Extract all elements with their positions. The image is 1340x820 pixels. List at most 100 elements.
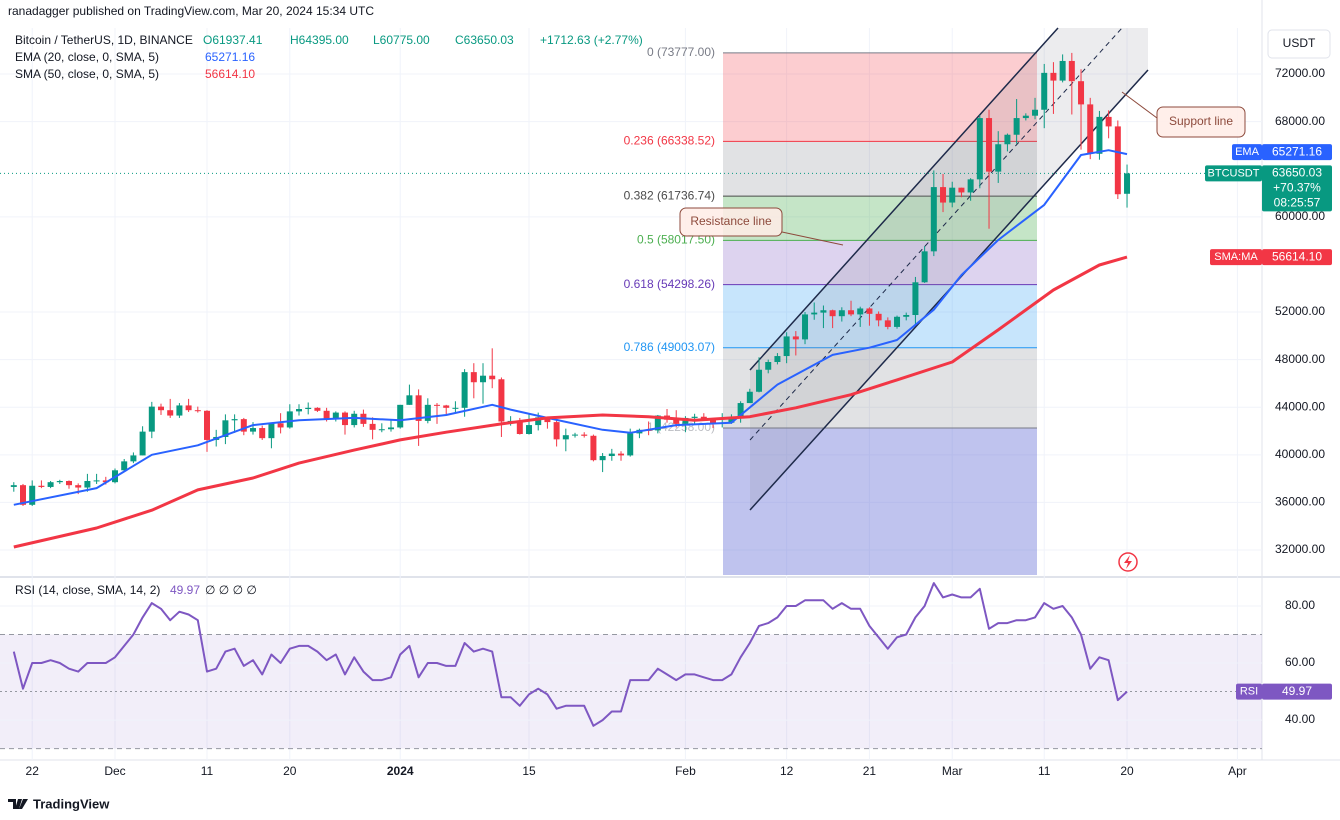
close: C63650.03 (455, 33, 514, 47)
x-tick-label: Mar (942, 764, 963, 778)
candle-body (995, 144, 1002, 172)
panes: 22 Dec 11 20 2024 15 Feb 12 21 Mar 11 20 Apr 32000.00… (0, 0, 1340, 778)
candle-body (857, 308, 864, 315)
candle-body (1096, 116, 1103, 154)
x-tick-label: 11 (1038, 764, 1051, 778)
tag-value-box (1262, 683, 1332, 700)
fib-label: 0.382 (61736.74) (624, 188, 715, 202)
candle-body (332, 412, 339, 420)
high: H64395.00 (290, 33, 349, 47)
x-tick-label: 15 (522, 764, 536, 778)
y-tick-label: 68000.00 (1275, 114, 1325, 128)
candle-body (10, 485, 17, 487)
annotation-box (1156, 106, 1246, 138)
candle-body (75, 485, 82, 488)
annotation-text: Resistance line (690, 214, 772, 228)
low: L60775.00 (373, 33, 430, 47)
annotation-pointer (781, 231, 844, 246)
tag-label-box (1236, 683, 1262, 700)
candle-body (1068, 60, 1075, 82)
candle-body (286, 411, 293, 428)
candle-body (369, 423, 376, 430)
candle-body (875, 313, 882, 321)
candle-body (204, 410, 211, 440)
candle-body (66, 480, 73, 486)
fib-band (723, 240, 1037, 285)
candle-body (930, 187, 937, 252)
candle-body (1050, 72, 1057, 81)
tag-value-box (1262, 144, 1332, 161)
candle-body (921, 251, 928, 283)
candle-body (185, 405, 192, 411)
y-tick-label: 60000.00 (1275, 209, 1325, 223)
candle-body (802, 314, 809, 340)
y-tick-label: 52000.00 (1275, 304, 1325, 318)
candle-body (986, 118, 993, 172)
candle-body (434, 404, 441, 406)
fib-band (723, 141, 1037, 197)
candle-body (516, 420, 523, 434)
fib-label: 0.236 (66338.52) (624, 134, 715, 148)
x-tick-label: 20 (283, 764, 297, 778)
currency: USDT (1283, 36, 1316, 50)
rsi-value: 49.97 (170, 583, 200, 597)
series-line (12, 582, 1128, 727)
tag-value: 65271.16 (1272, 144, 1322, 158)
candle-body (829, 310, 836, 317)
candle-body (746, 391, 753, 404)
series-line (13, 255, 1128, 549)
candle-body (581, 434, 588, 436)
channel-upper (749, 27, 1059, 371)
candle-body (765, 362, 772, 370)
alert-bolt (1124, 555, 1132, 569)
candle-body (415, 395, 422, 421)
candle-body (102, 480, 109, 483)
tag-value: 63650.03 (1272, 166, 1322, 180)
candle-body (130, 455, 137, 462)
candle-body (838, 310, 845, 317)
currency-button[interactable] (1267, 29, 1331, 59)
x-tick-label: Apr (1228, 764, 1247, 778)
ema-value: 65271.16 (205, 50, 255, 64)
candle-body (535, 417, 542, 426)
candle-body (866, 308, 873, 314)
annotation-pointer (1121, 91, 1158, 119)
candle-body (176, 405, 183, 416)
x-tick-label: 22 (26, 764, 40, 778)
candle-body (93, 480, 100, 482)
tag-value: 08:25:57 (1274, 196, 1321, 210)
tag-label-box (1232, 144, 1262, 161)
candle-body (792, 336, 799, 340)
y-tick-label: 40.00 (1285, 712, 1315, 726)
candle-body (259, 428, 266, 439)
candle-body (167, 410, 174, 416)
x-tick-label: 21 (863, 764, 877, 778)
candle-body (452, 407, 459, 409)
tag-value-box (1262, 249, 1332, 266)
candle-body (231, 419, 238, 421)
candle-body (1087, 104, 1094, 154)
candle-body (277, 423, 284, 428)
rsi-extra: ∅ ∅ ∅ ∅ (205, 583, 257, 597)
candle-body (553, 422, 560, 440)
candle-body (1022, 115, 1029, 119)
candle-body (590, 435, 597, 461)
change: +1712.63 (+2.77%) (540, 33, 643, 47)
candle-body (526, 425, 533, 434)
candle-body (627, 433, 634, 456)
tag-label: EMA (1235, 146, 1260, 158)
candle-body (737, 403, 744, 418)
fib-label: 0 (73777.00) (647, 45, 715, 59)
candle-body (378, 429, 385, 431)
candle-body (1105, 116, 1112, 127)
tag-label: RSI (1240, 686, 1258, 698)
y-tick-label: 80.00 (1285, 598, 1315, 612)
candle-body (296, 409, 303, 412)
tag-value: +70.37% (1273, 181, 1321, 195)
tag-label-box (1205, 165, 1262, 182)
candle-body (406, 395, 413, 405)
y-tick-label: 48000.00 (1275, 352, 1325, 366)
candle-body (599, 456, 606, 461)
candle-body (710, 419, 717, 424)
candle-body (848, 310, 855, 315)
